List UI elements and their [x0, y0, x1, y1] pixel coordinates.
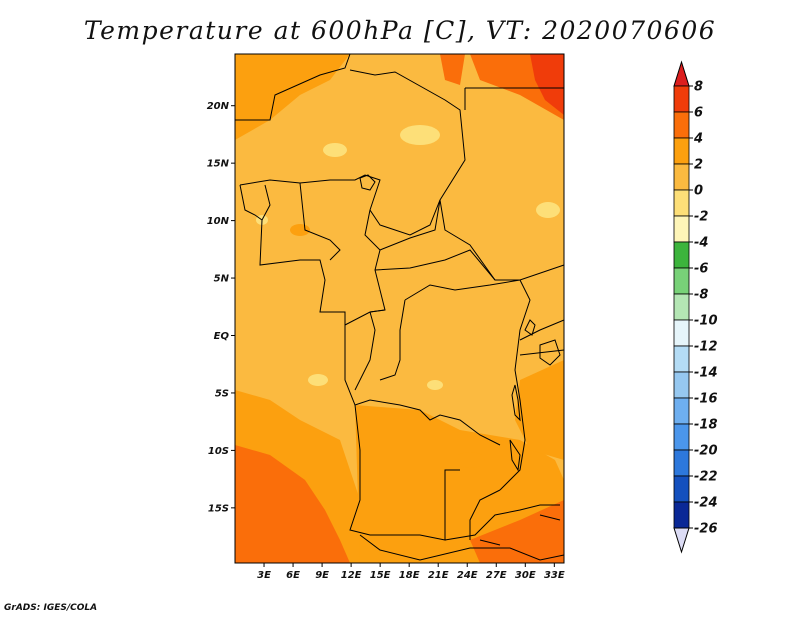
hot-region-southwest [235, 445, 350, 563]
lon-tick-label: 6E [286, 570, 300, 581]
colorbar-segment [673, 475, 690, 503]
colorbar-label: -16 [694, 392, 718, 407]
colorbar-segment [673, 111, 690, 139]
lon-tick-label: 27E [486, 570, 507, 581]
colorbar-label: -22 [694, 470, 718, 485]
colorbar-label: -6 [694, 262, 708, 277]
very-hot-region-northeast [530, 54, 564, 115]
colorbar-segment [673, 397, 690, 425]
colorbar-segment [673, 345, 690, 373]
cool-patch-2 [323, 143, 347, 157]
map-fill [235, 54, 564, 563]
warm-region-northwest [235, 54, 350, 140]
hot-patch-north [440, 54, 465, 85]
colorbar-label: -8 [694, 288, 708, 303]
lat-tick-label: 20N [207, 101, 230, 112]
cool-patch-4 [308, 374, 328, 386]
lat-tick-label: 15S [208, 503, 229, 514]
lon-tick-label: 33E [544, 570, 565, 581]
colorbar-segment [673, 189, 690, 217]
cool-patch-5 [427, 380, 443, 390]
country-borders [235, 53, 565, 561]
colorbar-label: -20 [694, 444, 718, 459]
colorbar-label: -18 [694, 418, 718, 433]
colorbar-label: -2 [694, 210, 708, 225]
colorbar-segment [673, 319, 690, 347]
map-title: Temperature at 600hPa [C], VT: 202007060… [83, 16, 717, 45]
colorbar-segment [673, 137, 690, 165]
lat-tick-label: 5N [214, 274, 230, 285]
colorbar-segment [673, 85, 690, 113]
colorbar-label: 6 [694, 106, 703, 121]
colorbar-label: -10 [694, 314, 718, 329]
lat-tick-label: 10N [207, 216, 230, 227]
lon-tick-label: 3E [257, 570, 271, 581]
lon-tick-label: 24E [457, 570, 478, 581]
hot-region-southeast [470, 500, 564, 563]
lat-tick-label: 10S [208, 446, 229, 457]
lon-tick-label: 15E [370, 570, 391, 581]
lat-tick-label: EQ [214, 331, 230, 342]
longitude-axis: 3E 6E 9E 12E 15E 18E 21E 24E 27E 30E 33E [257, 563, 565, 581]
lon-tick-label: 18E [399, 570, 420, 581]
warm-region-east [515, 360, 564, 460]
colorbar-segment [673, 293, 690, 321]
colorbar-label: -4 [694, 236, 708, 251]
colorbar-top-arrow [673, 60, 690, 87]
warm-patch-2 [455, 452, 485, 468]
colorbar-bottom-arrow [673, 527, 690, 554]
colorbar-label: 4 [693, 132, 703, 147]
colorbar-label: -12 [694, 340, 718, 355]
warm-patch-1 [290, 224, 310, 236]
colorbar-label: 0 [694, 184, 703, 199]
colorbar-segment [673, 371, 690, 399]
lon-tick-label: 30E [515, 570, 536, 581]
lon-tick-label: 21E [428, 570, 449, 581]
latitude-axis: 20N 15N 10N 5N EQ 5S 10S 15S [207, 101, 235, 514]
cool-patch-3 [536, 202, 560, 218]
colorbar-label: 8 [694, 80, 703, 95]
lakes [359, 174, 561, 472]
lat-tick-label: 15N [207, 159, 230, 170]
colorbar-label: 2 [694, 158, 703, 173]
colorbar-segment [673, 241, 690, 269]
cool-patch-1 [400, 125, 440, 145]
lon-tick-label: 12E [341, 570, 362, 581]
colorbar-segment [673, 163, 690, 191]
credit-text: GrADS: IGES/COLA [4, 603, 98, 613]
colorbar-segment [673, 449, 690, 477]
colorbar: 8 6 4 2 0 -2 -4 -6 -8 -10 -12 -14 -16 -18 -20 -22 -24 -26 [673, 60, 718, 554]
map-frame [234, 53, 565, 564]
colorbar-label: -24 [694, 496, 718, 511]
lat-tick-label: 5S [215, 388, 229, 399]
lon-tick-label: 9E [315, 570, 329, 581]
colorbar-label: -26 [694, 522, 718, 537]
colorbar-segment [673, 501, 690, 529]
colorbar-segment [673, 423, 690, 451]
colorbar-segment [673, 267, 690, 295]
colorbar-segment [673, 215, 690, 243]
colorbar-label: -14 [694, 366, 718, 381]
